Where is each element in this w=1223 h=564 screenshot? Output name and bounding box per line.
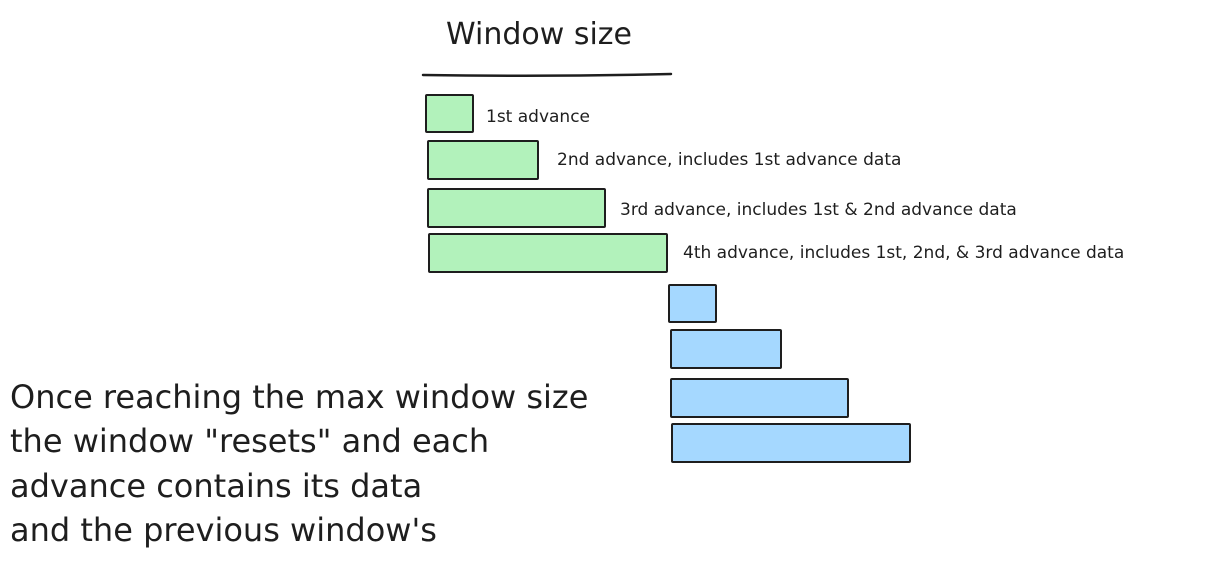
- first-window-bar-1: [425, 94, 474, 133]
- first-window-label-1: 1st advance: [486, 107, 590, 127]
- first-window-label-4: 4th advance, includes 1st, 2nd, & 3rd ad…: [683, 243, 1124, 263]
- second-window-bar-4: [671, 423, 911, 463]
- first-window-bar-2: [427, 140, 539, 180]
- second-window-bar-2: [670, 329, 782, 369]
- note-line-3: advance contains its data: [10, 467, 422, 505]
- first-window-label-2: 2nd advance, includes 1st advance data: [557, 150, 901, 170]
- second-window-bar-1: [668, 284, 717, 323]
- window-size-rule: [421, 72, 673, 78]
- first-window-bar-3: [427, 188, 606, 228]
- note-line-4: and the previous window's: [10, 511, 437, 549]
- note-line-1: Once reaching the max window size: [10, 378, 588, 416]
- diagram-title: Window size: [446, 17, 632, 52]
- first-window-label-3: 3rd advance, includes 1st & 2nd advance …: [620, 200, 1017, 220]
- second-window-bar-3: [670, 378, 849, 418]
- first-window-bar-4: [428, 233, 668, 273]
- note-line-2: the window "resets" and each: [10, 422, 489, 460]
